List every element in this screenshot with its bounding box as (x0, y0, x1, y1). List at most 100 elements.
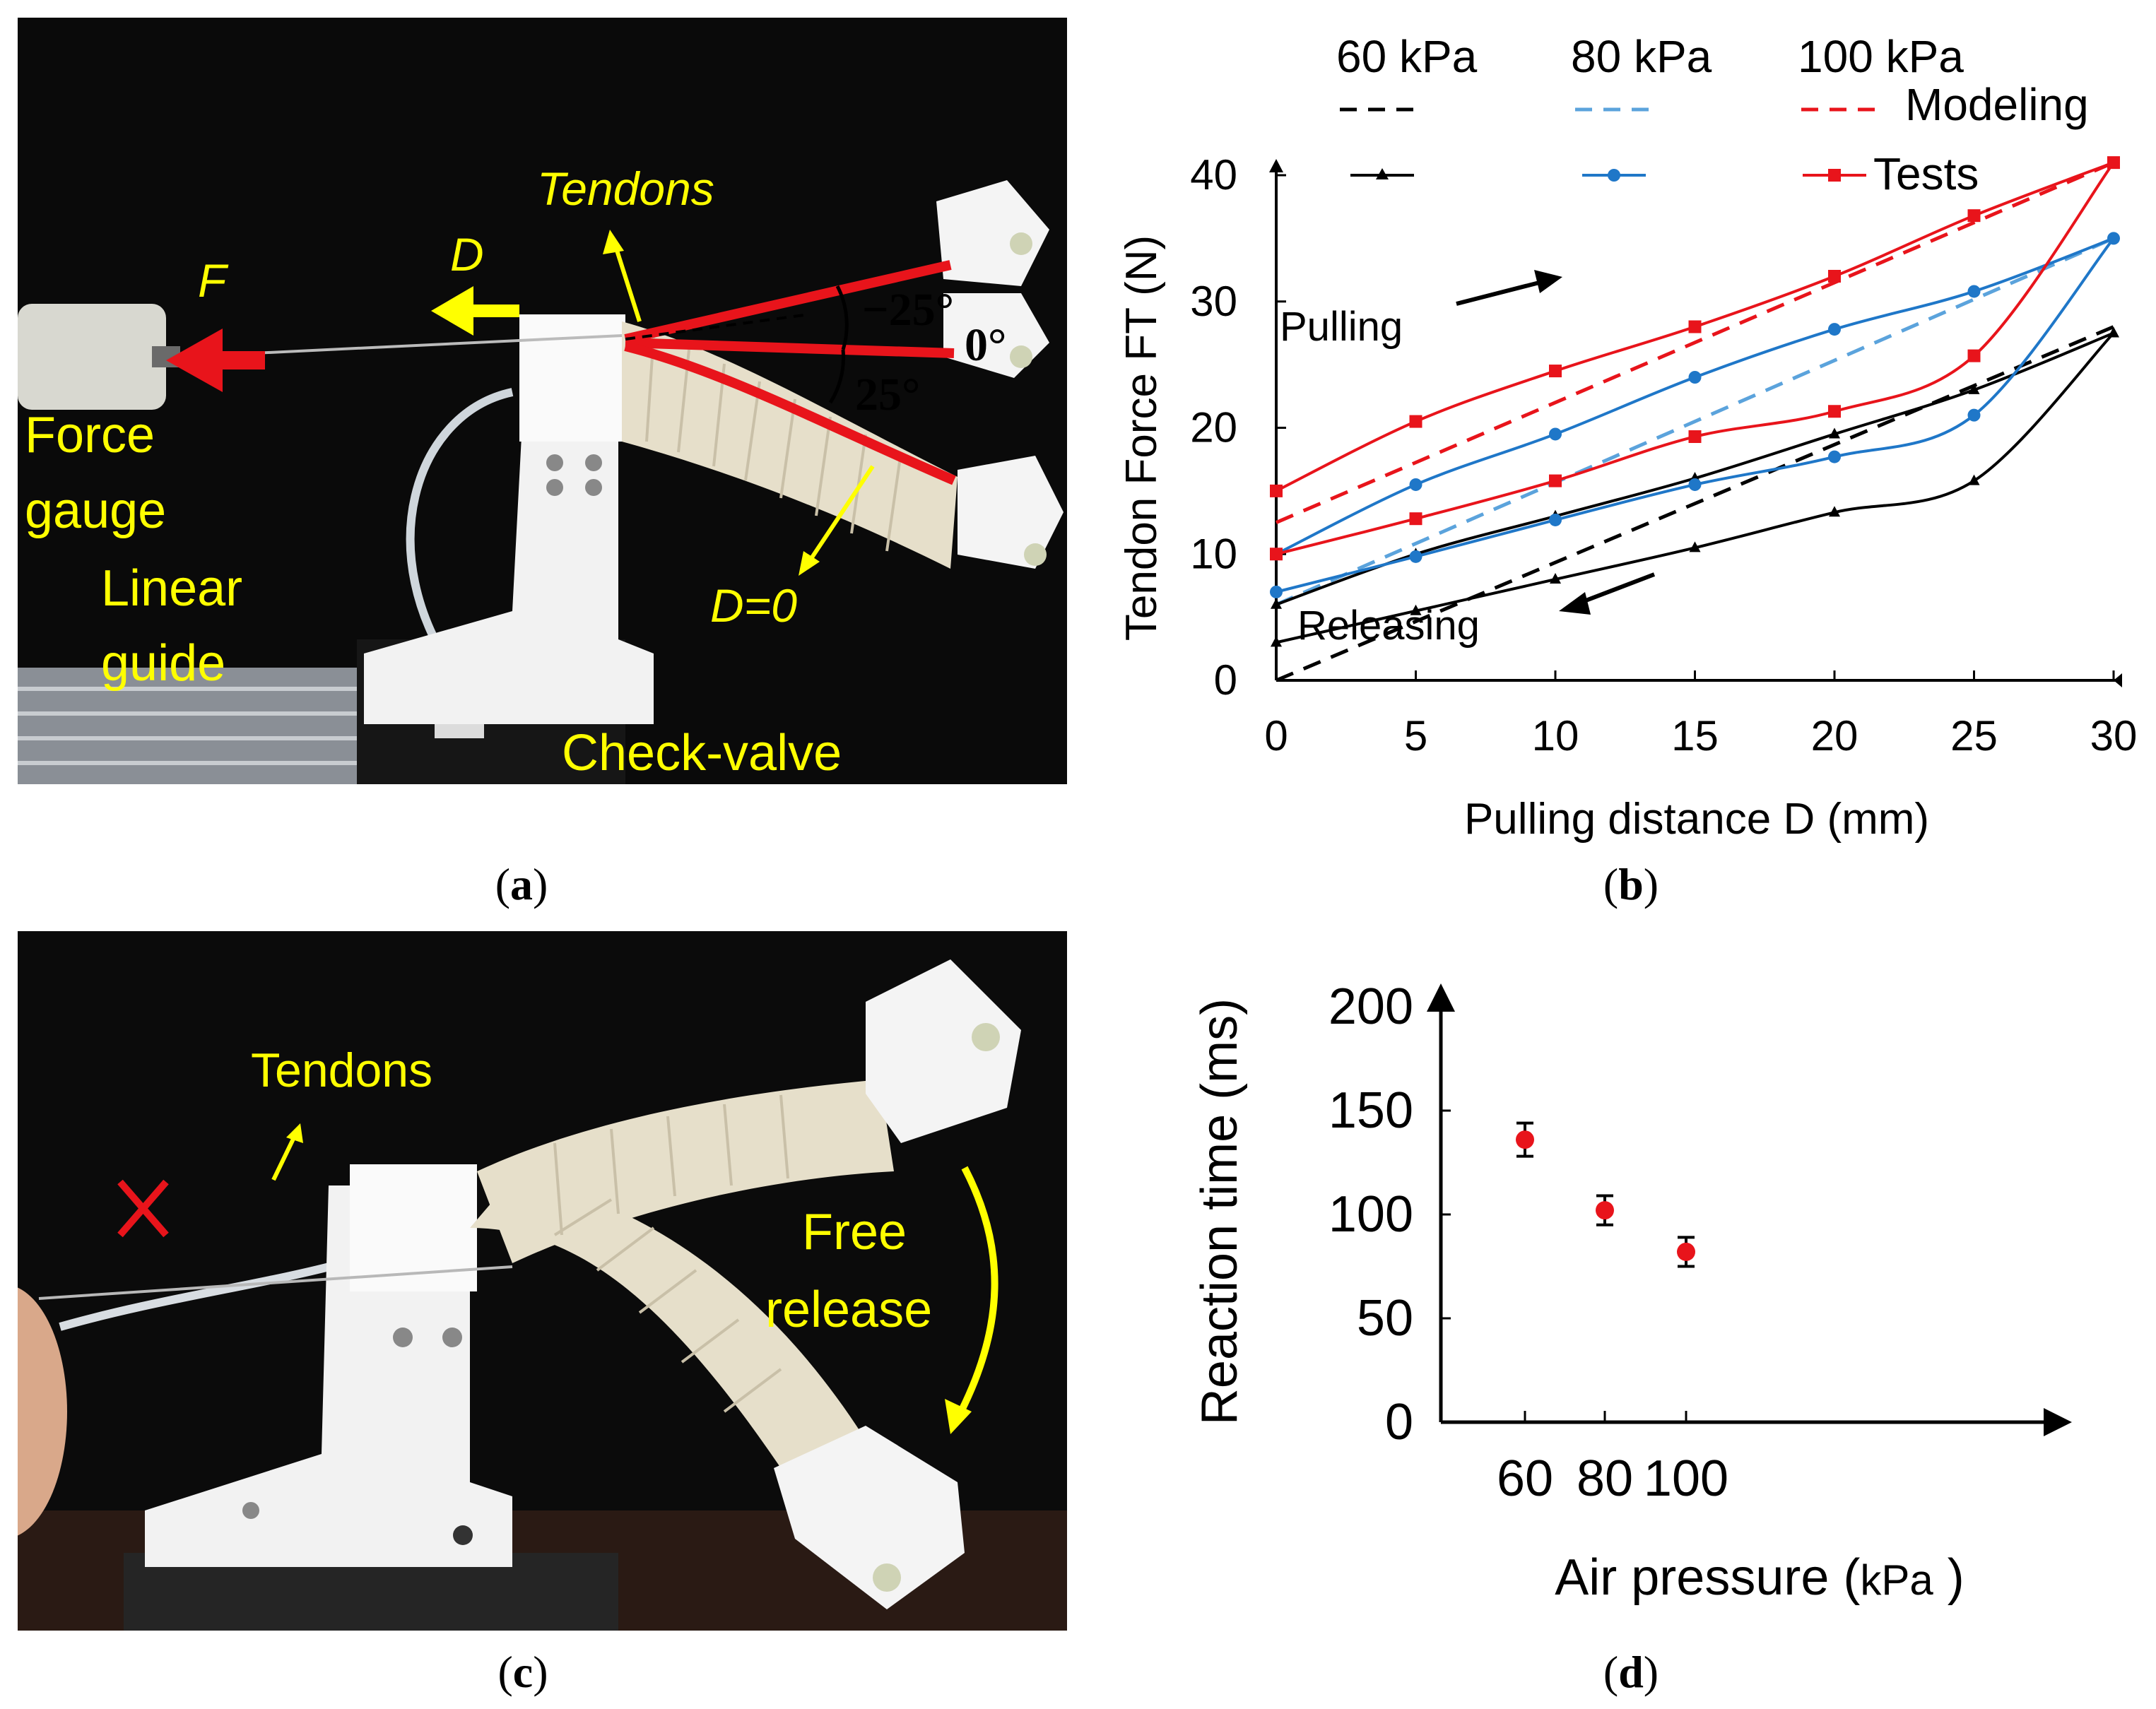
d-y-tick-label: 200 (1329, 978, 1413, 1035)
label-force-F: F (198, 254, 229, 307)
data-point-100-kpa-pulling (1270, 484, 1283, 497)
legend-tests-label: Tests (1873, 148, 1979, 199)
data-point-60-kpa-pulling (1968, 383, 1980, 394)
model-line-100-kpa (1276, 160, 2114, 524)
test-curve-80-kpa-pulling (1276, 237, 2114, 556)
d-y-tick-label: 50 (1357, 1290, 1413, 1347)
data-point-100-kpa-pulling (1828, 270, 1841, 283)
pulling-arrow (1456, 279, 1545, 306)
label-tendons-c: Tendons (251, 1043, 432, 1097)
data-point-100-kpa-pulling (1688, 320, 1702, 333)
data-point-100-kpa-releasing (1549, 474, 1562, 487)
label-angle-neg25: −25° (862, 284, 954, 336)
test-curve-100-kpa-releasing (1276, 161, 2115, 556)
y-tick-label: 30 (1190, 278, 1237, 325)
releasing-arrow (1575, 572, 1656, 606)
d-y-axis-label: Reaction time (ms) (1191, 998, 1248, 1425)
data-point-60-kpa-releasing (1550, 573, 1561, 584)
model-line-80-kpa (1275, 237, 2115, 607)
label-check-valve: Check-valve (562, 725, 842, 781)
annotation-pulling: Pulling (1280, 304, 1403, 350)
photo-panel-c: Tendons Free release (18, 931, 1067, 1631)
x-tick-label: 5 (1404, 712, 1427, 759)
d-x-tick-label: 100 (1644, 1450, 1728, 1507)
label-angle-25: 25° (855, 369, 920, 420)
data-point-60-kpa-pulling (1829, 427, 1840, 439)
x-axis-arrow (2114, 673, 2122, 687)
data-point-80-kpa-pulling (1409, 478, 1422, 491)
label-free-release-2: release (765, 1282, 932, 1338)
data-point-60-kpa-releasing (1689, 541, 1701, 552)
photo-c-illustration: Tendons Free release (18, 931, 1067, 1631)
data-point-60-kpa-pulling (1271, 598, 1282, 609)
data-point-100-kpa-releasing (1967, 349, 1981, 362)
y-tick-label: 20 (1190, 404, 1237, 451)
d-x-tick-label: 60 (1497, 1450, 1553, 1507)
legend-pressure-80: 80 kPa (1571, 31, 1712, 82)
y-axis-arrow (1269, 159, 1283, 172)
pulling-arrowhead (1534, 270, 1562, 293)
d-x-axis-label-main: Air pressure (1555, 1549, 1829, 1606)
chart-b-tendon-force: 60 kPa 80 kPa 100 kPa Modeling Tests 0 5 1… (1117, 31, 2137, 844)
data-point-80-kpa-releasing (1270, 585, 1283, 598)
data-point-60-kpa-releasing (1968, 474, 1980, 485)
label-distance-D: D (450, 228, 484, 280)
data-point-80-kpa-pulling (1828, 323, 1841, 336)
reaction-time-point (1677, 1242, 1695, 1261)
data-point-100-kpa-pulling (1967, 209, 1981, 223)
reaction-time-point (1596, 1201, 1614, 1220)
data-point-100-kpa-releasing (1828, 405, 1841, 418)
data-point-60-kpa-releasing (1829, 506, 1840, 517)
x-tick-label: 25 (1950, 712, 1998, 759)
y-tick-label: 40 (1190, 151, 1237, 199)
data-point-100-kpa-releasing (1688, 430, 1702, 444)
data-point-80-kpa-pulling (1549, 427, 1562, 441)
data-point-80-kpa-releasing (1688, 478, 1702, 491)
data-point-60-kpa-releasing (1271, 636, 1282, 647)
d-x-axis-label: Air pressure (kPa ) (1555, 1549, 1964, 1606)
data-point-80-kpa-releasing (1409, 550, 1422, 563)
legend-pressure-60: 60 kPa (1336, 31, 1478, 82)
label-linear-guide-1: Linear (101, 560, 242, 617)
d-y-tick-label: 100 (1329, 1186, 1413, 1243)
data-point-80-kpa-releasing (1828, 450, 1841, 463)
data-point-80-kpa-pulling (2107, 232, 2120, 245)
y-tick-label: 10 (1190, 530, 1237, 577)
x-axis-label: Pulling distance D (mm) (1464, 795, 1929, 844)
data-point-100-kpa-pulling (1409, 415, 1422, 428)
y-axis-label: Tendon Force FT (N) (1117, 235, 1166, 641)
panel-label-b: (b) (1603, 859, 1659, 909)
x-tick-label: 20 (1811, 712, 1858, 759)
data-point-100-kpa-releasing (1409, 512, 1422, 526)
d-y-axis-arrow (1427, 983, 1455, 1012)
data-point-60-kpa-releasing (1410, 604, 1422, 615)
label-free-release-1: Free (802, 1204, 907, 1260)
data-point-100-kpa-releasing (1270, 548, 1283, 561)
legend-pressure-100: 100 kPa (1798, 31, 1964, 82)
label-d-zero: D=0 (710, 579, 797, 632)
legend-test-80-marker (1608, 169, 1620, 182)
panel-label-c: (c) (497, 1647, 548, 1697)
data-point-80-kpa-releasing (1549, 513, 1562, 526)
label-tendons-a: Tendons (537, 162, 714, 215)
annotation-releasing: Releasing (1297, 603, 1480, 649)
d-x-axis-label-unit: kPa (1860, 1556, 1933, 1604)
panel-label-a: (a) (495, 859, 548, 909)
x-tick-label: 15 (1671, 712, 1719, 759)
photo-a-illustration: F D Tendons −25° 0° 25° Force gauge Line… (18, 18, 1067, 784)
data-point-80-kpa-releasing (1967, 408, 1981, 422)
reaction-time-point (1516, 1130, 1534, 1149)
releasing-arrowhead (1559, 592, 1591, 615)
x-tick-label: 10 (1532, 712, 1579, 759)
d-y-tick-label: 0 (1385, 1394, 1413, 1450)
panel-label-d: (d) (1603, 1647, 1659, 1697)
data-point-100-kpa-pulling (2107, 156, 2120, 170)
data-point-80-kpa-pulling (1688, 371, 1702, 384)
legend-test-60-marker (1376, 168, 1389, 179)
y-tick-label: 0 (1214, 656, 1237, 704)
data-point-80-kpa-pulling (1967, 285, 1981, 298)
d-x-axis-arrow (2044, 1408, 2072, 1436)
label-force-gauge-1: Force (25, 407, 155, 463)
legend-test-100-marker (1828, 169, 1841, 182)
